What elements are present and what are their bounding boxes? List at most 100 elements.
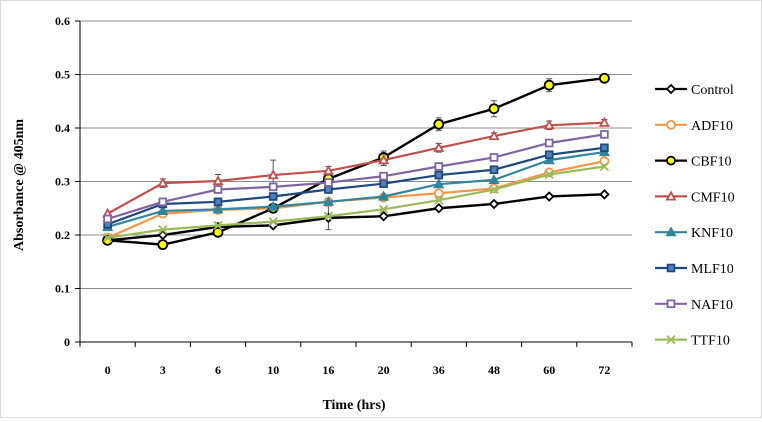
legend-marker xyxy=(666,263,676,273)
legend-label: CMF10 xyxy=(691,190,735,205)
data-point xyxy=(212,203,224,214)
data-point xyxy=(543,191,555,202)
y-tick-label: 0.1 xyxy=(55,282,70,296)
y-tick-label: 0.3 xyxy=(55,175,70,189)
data-point xyxy=(599,161,610,172)
data-point xyxy=(599,72,610,84)
legend-item-cbf10: CBF10 xyxy=(655,155,731,170)
x-tick-label: 36 xyxy=(433,363,445,377)
data-point xyxy=(212,226,224,238)
data-point xyxy=(434,170,444,180)
legend-label: TTF10 xyxy=(691,334,730,349)
data-point xyxy=(543,119,555,130)
data-point xyxy=(544,150,554,160)
data-point xyxy=(489,153,499,162)
series-cbf10 xyxy=(102,72,610,251)
legend-label: CBF10 xyxy=(691,155,731,170)
data-point xyxy=(158,225,168,235)
data-point xyxy=(267,169,279,180)
legend-marker xyxy=(665,190,677,201)
y-tick-label: 0.2 xyxy=(55,228,70,242)
series-line xyxy=(107,150,605,229)
x-tick-label: 72 xyxy=(598,363,610,377)
data-point xyxy=(378,211,389,222)
legend-marker xyxy=(666,119,676,130)
legend-label: MLF10 xyxy=(691,262,734,277)
x-tick-label: 10 xyxy=(267,363,279,377)
legend-item-naf10: NAF10 xyxy=(655,298,733,313)
data-point xyxy=(599,156,610,167)
data-point xyxy=(157,205,169,216)
data-point xyxy=(488,130,500,141)
y-axis-title: Absorbance @ 405nm xyxy=(12,119,27,251)
data-point xyxy=(433,202,445,214)
data-point xyxy=(599,189,610,200)
data-point xyxy=(434,195,444,205)
data-point xyxy=(489,165,499,175)
data-point xyxy=(544,138,554,148)
data-point xyxy=(433,188,444,199)
x-tick-label: 20 xyxy=(378,363,390,377)
y-tick-label: 0.4 xyxy=(55,121,70,135)
legend-item-control: Control xyxy=(655,83,734,98)
series-line xyxy=(107,146,605,226)
legend: Control ADF10 CBF10 CMF10 KNF10 MLF10 NAF10 TTF… xyxy=(655,83,735,349)
y-tick-label: 0.5 xyxy=(55,68,70,82)
data-point xyxy=(488,103,500,115)
data-point xyxy=(322,164,334,175)
data-point xyxy=(543,154,555,165)
data-point xyxy=(213,220,223,231)
x-tick-label: 60 xyxy=(543,363,555,377)
legend-item-ttf10: TTF10 xyxy=(655,334,730,349)
data-point xyxy=(324,185,333,194)
data-point xyxy=(600,130,609,139)
data-point xyxy=(157,177,169,188)
gridlines xyxy=(80,20,632,289)
data-point xyxy=(268,216,278,227)
series-mlf10 xyxy=(103,143,609,229)
data-point xyxy=(213,185,223,194)
x-tick-label: 48 xyxy=(488,363,500,377)
series-line xyxy=(107,77,605,246)
data-point xyxy=(544,169,554,180)
data-point xyxy=(102,233,113,243)
x-tick-label: 6 xyxy=(215,363,221,377)
legend-marker xyxy=(666,155,676,166)
legend-item-mlf10: MLF10 xyxy=(655,262,734,277)
legend-label: NAF10 xyxy=(691,298,733,313)
legend-marker xyxy=(666,299,676,309)
data-point xyxy=(324,178,333,187)
x-tick-label: 0 xyxy=(105,363,111,377)
legend-item-knf10: KNF10 xyxy=(655,226,733,241)
data-point xyxy=(158,197,168,207)
data-point xyxy=(434,162,444,171)
data-point xyxy=(378,190,390,201)
data-point xyxy=(378,204,389,214)
data-point xyxy=(379,171,388,181)
legend-marker xyxy=(665,83,677,95)
legend-marker xyxy=(665,226,677,237)
series-naf10 xyxy=(103,130,609,224)
data-point xyxy=(103,214,112,224)
data-point xyxy=(433,141,445,152)
legend-label: Control xyxy=(691,83,734,98)
data-point xyxy=(543,79,555,91)
y-tick-label: 0.6 xyxy=(55,14,70,28)
legend-marker xyxy=(666,334,676,345)
series-line xyxy=(107,121,605,215)
series-line xyxy=(107,165,605,239)
data-point xyxy=(157,229,169,241)
y-tick-label: 0 xyxy=(64,335,70,349)
legend-item-cmf10: CMF10 xyxy=(655,190,735,205)
x-tick-label: 16 xyxy=(322,363,334,377)
data-point xyxy=(379,179,388,188)
data-point xyxy=(488,198,500,210)
series-ttf10 xyxy=(102,161,610,243)
axes xyxy=(75,20,633,347)
legend-item-adf10: ADF10 xyxy=(655,119,733,134)
data-point xyxy=(433,178,445,189)
legend-label: ADF10 xyxy=(691,119,733,134)
data-point xyxy=(212,175,224,186)
